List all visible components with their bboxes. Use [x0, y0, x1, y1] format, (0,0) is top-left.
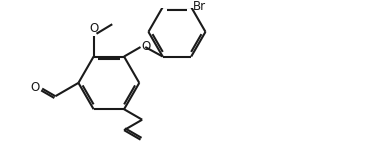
- Text: O: O: [89, 22, 98, 35]
- Text: O: O: [30, 81, 39, 94]
- Text: Br: Br: [193, 0, 206, 13]
- Text: O: O: [142, 40, 151, 53]
